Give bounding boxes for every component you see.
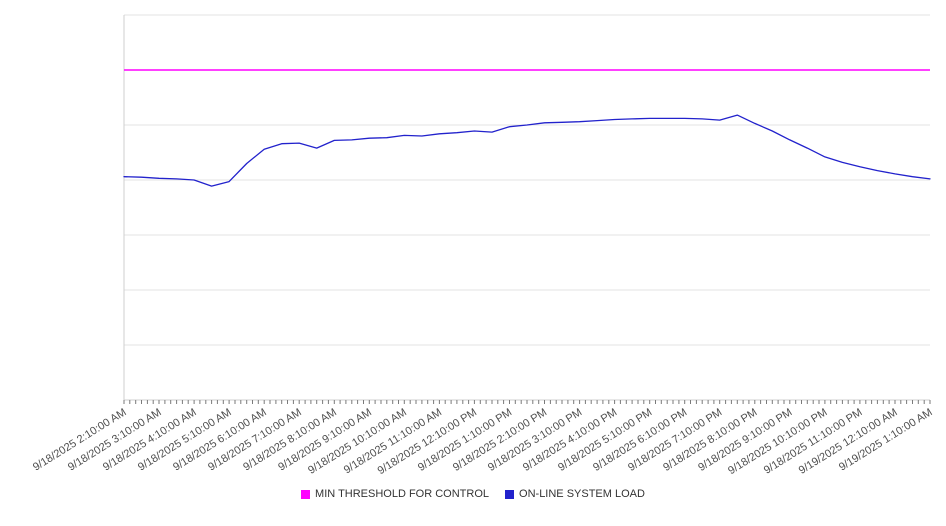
legend-item-system-load: ON-LINE SYSTEM LOAD	[505, 488, 645, 500]
legend-label-min-threshold: MIN THRESHOLD FOR CONTROL	[315, 488, 490, 500]
legend-label-system-load: ON-LINE SYSTEM LOAD	[519, 488, 645, 500]
chart-legend: MIN THRESHOLD FOR CONTROL ON-LINE SYSTEM…	[0, 488, 946, 500]
line-chart: 9/18/2025 2:10:00 AM9/18/2025 3:10:00 AM…	[31, 14, 935, 477]
legend-item-min-threshold: MIN THRESHOLD FOR CONTROL	[301, 488, 489, 500]
legend-swatch-min-threshold	[301, 489, 311, 499]
system-load-line	[123, 114, 931, 187]
legend-swatch-system-load	[505, 489, 515, 499]
